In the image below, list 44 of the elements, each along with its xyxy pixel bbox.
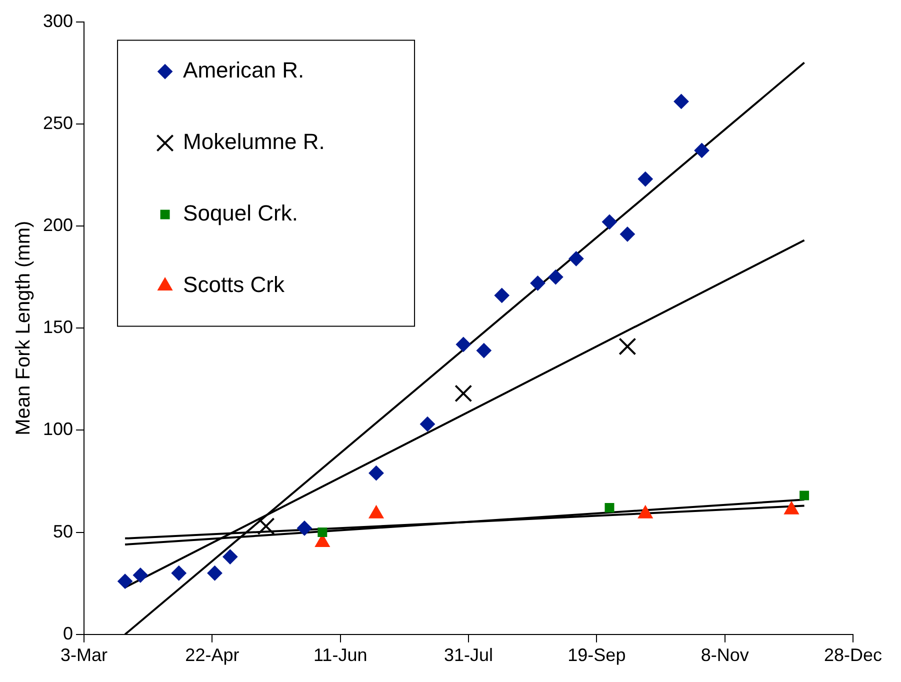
legend-label: Scotts Crk [183, 272, 286, 298]
x-tick-label: 22-Apr [185, 645, 240, 666]
x-tick-label: 8-Nov [700, 645, 749, 666]
point [132, 568, 148, 583]
point [171, 566, 186, 581]
point [454, 384, 472, 402]
y-tick-label: 300 [42, 10, 74, 31]
point [530, 276, 546, 291]
y-tick-label: 100 [42, 419, 74, 440]
legend-label: Soquel Crk. [183, 200, 298, 226]
x-tick-label: 11-Jun [314, 645, 368, 666]
y-tick-label: 150 [42, 317, 74, 338]
y-tick-label: 0 [63, 623, 74, 644]
point [638, 172, 653, 187]
point [800, 490, 810, 500]
point [318, 528, 328, 538]
point [207, 566, 222, 581]
x-tick-label: 19-Sep [568, 645, 626, 666]
point [604, 503, 614, 513]
point [548, 270, 564, 285]
point [420, 416, 436, 432]
point [296, 520, 312, 536]
x-tick-label: 31-Jul [444, 645, 494, 666]
point [368, 466, 384, 481]
point [568, 251, 584, 266]
point [694, 142, 710, 158]
point [118, 574, 133, 589]
legend-label: Mokelumne R. [183, 129, 325, 154]
x-tick-label: 28-Dec [824, 645, 882, 666]
x-tick-label: 3-Mar [60, 645, 108, 666]
point [674, 94, 689, 109]
point [602, 214, 617, 230]
point [618, 338, 636, 356]
y-tick-label: 200 [42, 214, 74, 235]
y-tick-label: 50 [53, 521, 74, 542]
point [620, 226, 635, 242]
point [476, 343, 492, 358]
y-tick-label: 250 [42, 112, 74, 133]
point [257, 517, 275, 535]
point [222, 549, 238, 564]
point [456, 336, 471, 352]
legend-label: American R. [183, 58, 304, 83]
point [494, 288, 510, 303]
y-axis-title: Mean Fork Length (mm) [12, 220, 35, 436]
